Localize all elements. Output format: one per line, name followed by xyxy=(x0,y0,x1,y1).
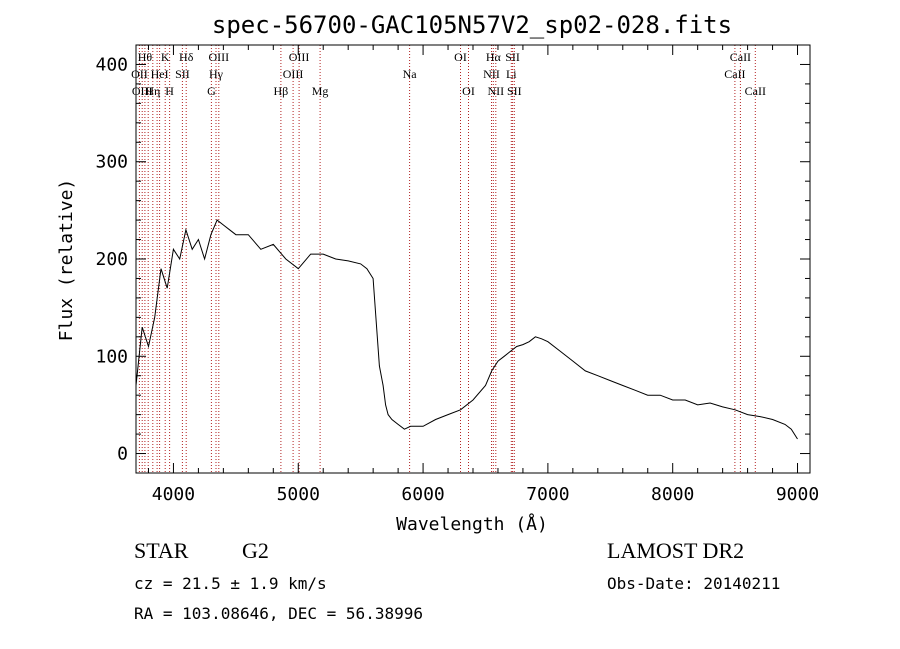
line-marker-label-23: NII xyxy=(487,84,504,98)
x-axis-label: Wavelength (Å) xyxy=(396,513,548,535)
line-marker-label-14: Hβ xyxy=(274,84,289,98)
line-marker-label-29: CaII xyxy=(745,84,766,98)
y-axis-ticks: 0 100 200 300 400 xyxy=(95,54,810,465)
spectrum-line xyxy=(135,219,798,440)
x-tick-label: 9000 xyxy=(776,484,819,505)
line-marker-label-6: HeI xyxy=(151,67,169,81)
line-marker-label-17: Mg xyxy=(312,84,329,98)
y-axis-label: Flux (relative) xyxy=(56,179,77,342)
line-marker-label-13: OIII xyxy=(208,50,229,64)
x-axis-ticks: 4000 5000 6000 7000 8000 9000 xyxy=(147,45,819,505)
line-marker-label-11: G xyxy=(207,84,216,98)
line-marker-label-20: OI xyxy=(462,84,475,98)
line-marker-label-10: Hδ xyxy=(179,50,194,64)
line-marker-label-2: Hθ xyxy=(138,50,153,64)
line-marker-label-4: Hη xyxy=(145,84,160,98)
line-marker-label-18: Na xyxy=(403,67,418,81)
line-marker-label-26: SII xyxy=(507,84,522,98)
line-marker-label-28: CaII xyxy=(730,50,751,64)
line-marker-label-24: Li xyxy=(506,67,517,81)
chart-title: spec-56700-GAC105N57V2_sp02-028.fits xyxy=(212,11,732,39)
redshift-value: cz = 21.5 ± 1.9 km/s xyxy=(134,574,327,593)
line-markers xyxy=(138,45,756,473)
x-tick-label: 5000 xyxy=(277,484,320,505)
line-marker-label-16: OIII xyxy=(289,50,310,64)
line-marker-labels: OIIOIIIHθHηHeIKHSIIHδGHγOIIIHβOIIIOIIIMg… xyxy=(131,50,766,98)
y-tick-label: 200 xyxy=(95,249,128,270)
line-marker-label-7: K xyxy=(161,50,170,64)
survey-name: LAMOST DR2 xyxy=(607,538,745,563)
line-marker-label-27: CaII xyxy=(724,67,745,81)
x-tick-label: 7000 xyxy=(526,484,569,505)
x-tick-label: 6000 xyxy=(401,484,444,505)
line-marker-label-15: OIII xyxy=(283,67,304,81)
line-marker-label-22: Hα xyxy=(486,50,502,64)
line-marker-label-8: H xyxy=(165,84,174,98)
object-subclass: G2 xyxy=(242,538,269,563)
line-marker-label-19: OI xyxy=(454,50,467,64)
line-marker-label-25: SII xyxy=(505,50,520,64)
object-class: STAR xyxy=(134,538,189,563)
line-marker-label-21: NII xyxy=(483,67,500,81)
line-marker-label-9: SII xyxy=(175,67,190,81)
plot-frame xyxy=(135,44,811,474)
y-tick-label: 0 xyxy=(117,444,128,465)
x-tick-label: 4000 xyxy=(152,484,195,505)
y-tick-label: 400 xyxy=(95,54,128,75)
y-tick-label: 300 xyxy=(95,152,128,173)
y-tick-label: 100 xyxy=(95,346,128,367)
line-marker-label-12: Hγ xyxy=(209,67,224,81)
x-tick-label: 8000 xyxy=(651,484,694,505)
coordinates: RA = 103.08646, DEC = 56.38996 xyxy=(134,604,423,623)
line-marker-label-0: OII xyxy=(131,67,148,81)
line-marker-label-1: OIII xyxy=(132,84,153,98)
observation-date: Obs-Date: 20140211 xyxy=(607,574,781,593)
